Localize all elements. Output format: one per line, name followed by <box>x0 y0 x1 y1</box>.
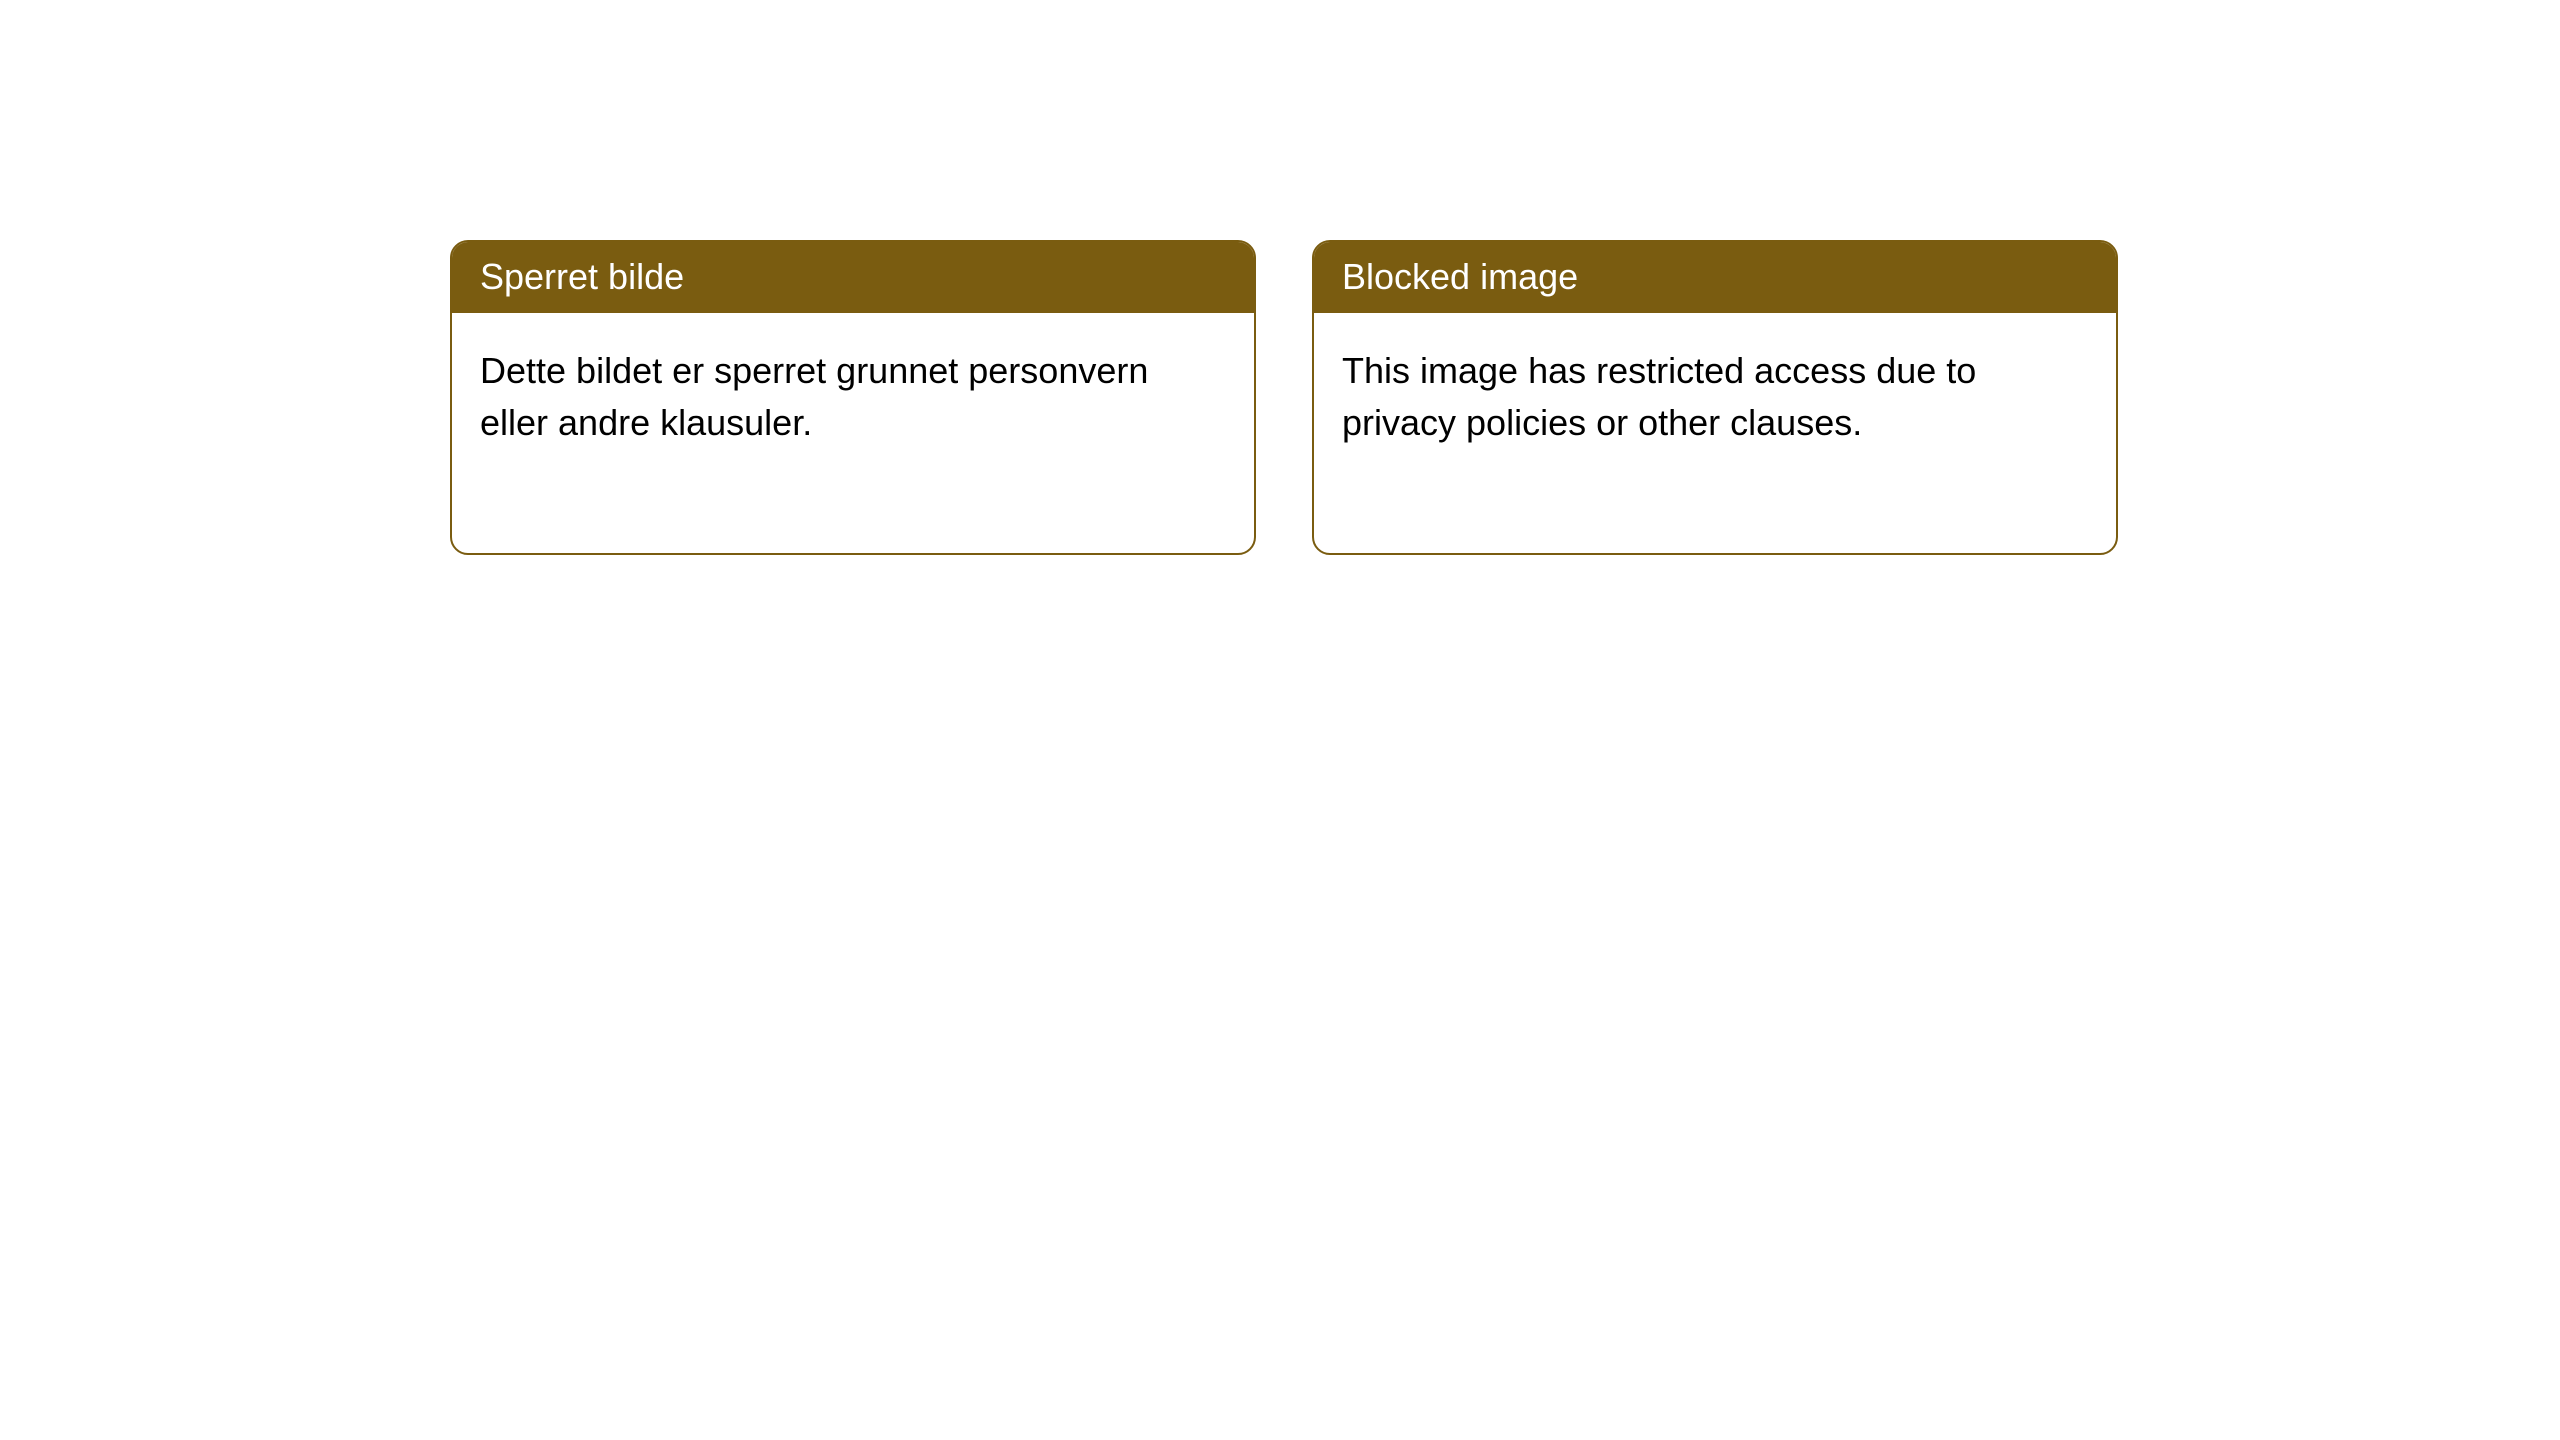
notice-container: Sperret bilde Dette bildet er sperret gr… <box>0 0 2560 555</box>
notice-card-norwegian: Sperret bilde Dette bildet er sperret gr… <box>450 240 1256 555</box>
notice-card-english: Blocked image This image has restricted … <box>1312 240 2118 555</box>
notice-card-title: Blocked image <box>1314 242 2116 313</box>
notice-card-title: Sperret bilde <box>452 242 1254 313</box>
notice-card-body: This image has restricted access due to … <box>1314 313 2116 553</box>
notice-card-body: Dette bildet er sperret grunnet personve… <box>452 313 1254 553</box>
